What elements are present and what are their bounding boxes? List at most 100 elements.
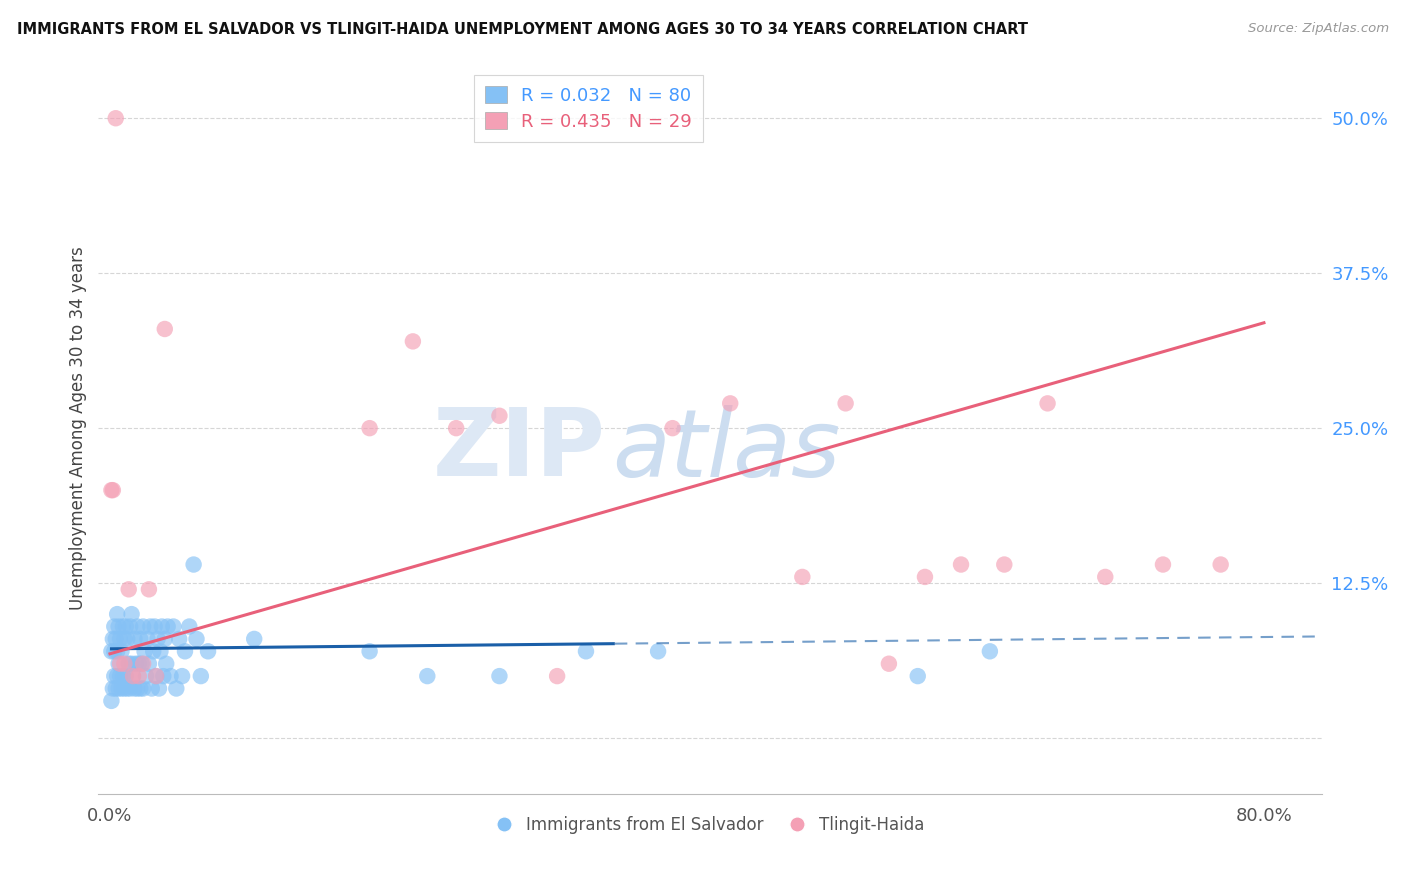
Point xyxy=(162,619,184,633)
Point xyxy=(100,483,122,497)
Point xyxy=(993,558,1015,572)
Point xyxy=(112,681,135,696)
Text: atlas: atlas xyxy=(612,405,841,496)
Point xyxy=(197,644,219,658)
Point xyxy=(100,694,122,708)
Point xyxy=(907,669,929,683)
Point xyxy=(107,619,129,633)
Point xyxy=(186,632,208,646)
Point xyxy=(122,669,145,683)
Point xyxy=(108,632,131,646)
Point xyxy=(127,681,149,696)
Point xyxy=(143,619,166,633)
Point xyxy=(138,657,160,671)
Point xyxy=(243,632,266,646)
Point xyxy=(124,681,146,696)
Point xyxy=(153,632,176,646)
Point xyxy=(107,657,129,671)
Point xyxy=(104,681,127,696)
Point xyxy=(183,558,205,572)
Point xyxy=(101,681,124,696)
Point xyxy=(136,632,159,646)
Text: Source: ZipAtlas.com: Source: ZipAtlas.com xyxy=(1249,22,1389,36)
Point xyxy=(111,669,134,683)
Point xyxy=(488,409,510,423)
Point xyxy=(132,657,155,671)
Point xyxy=(416,669,439,683)
Point xyxy=(575,644,598,658)
Point xyxy=(914,570,936,584)
Point xyxy=(118,582,141,597)
Point xyxy=(718,396,741,410)
Point xyxy=(135,669,157,683)
Point xyxy=(359,421,381,435)
Point xyxy=(834,396,856,410)
Point xyxy=(155,657,177,671)
Point xyxy=(110,644,132,658)
Point xyxy=(792,570,814,584)
Point xyxy=(661,421,683,435)
Point xyxy=(117,632,139,646)
Point xyxy=(108,657,131,671)
Point xyxy=(120,619,142,633)
Point xyxy=(179,619,201,633)
Point xyxy=(152,669,174,683)
Point xyxy=(100,644,122,658)
Point xyxy=(124,632,146,646)
Y-axis label: Unemployment Among Ages 30 to 34 years: Unemployment Among Ages 30 to 34 years xyxy=(69,246,87,610)
Point xyxy=(128,669,150,683)
Point xyxy=(156,619,179,633)
Point xyxy=(444,421,467,435)
Point xyxy=(131,657,153,671)
Point xyxy=(145,669,167,683)
Point xyxy=(114,619,136,633)
Point xyxy=(129,681,152,696)
Point xyxy=(142,644,165,658)
Point xyxy=(402,334,425,349)
Point xyxy=(174,644,197,658)
Point xyxy=(139,619,162,633)
Point xyxy=(114,669,136,683)
Point xyxy=(132,619,155,633)
Point xyxy=(132,681,155,696)
Point xyxy=(159,669,181,683)
Point xyxy=(105,669,128,683)
Point xyxy=(104,632,127,646)
Point xyxy=(153,322,176,336)
Point xyxy=(127,619,149,633)
Point xyxy=(359,644,381,658)
Point xyxy=(103,619,125,633)
Point xyxy=(108,669,131,683)
Point xyxy=(1209,558,1232,572)
Point xyxy=(148,681,170,696)
Point xyxy=(1094,570,1116,584)
Point xyxy=(134,644,156,658)
Text: ZIP: ZIP xyxy=(433,404,606,496)
Point xyxy=(121,657,143,671)
Point xyxy=(141,681,163,696)
Point xyxy=(120,681,142,696)
Point xyxy=(103,644,125,658)
Point xyxy=(950,558,973,572)
Point xyxy=(165,681,187,696)
Point xyxy=(112,657,135,671)
Point xyxy=(145,669,167,683)
Point xyxy=(101,632,124,646)
Point xyxy=(149,644,172,658)
Text: IMMIGRANTS FROM EL SALVADOR VS TLINGIT-HAIDA UNEMPLOYMENT AMONG AGES 30 TO 34 YE: IMMIGRANTS FROM EL SALVADOR VS TLINGIT-H… xyxy=(17,22,1028,37)
Point xyxy=(121,607,143,621)
Point xyxy=(117,681,139,696)
Point xyxy=(647,644,669,658)
Point xyxy=(103,669,125,683)
Point xyxy=(122,669,145,683)
Point xyxy=(129,632,152,646)
Point xyxy=(105,607,128,621)
Point xyxy=(128,657,150,671)
Point xyxy=(146,632,169,646)
Point xyxy=(488,669,510,683)
Point xyxy=(167,632,190,646)
Point xyxy=(190,669,212,683)
Point xyxy=(172,669,194,683)
Point xyxy=(112,632,135,646)
Point xyxy=(111,619,134,633)
